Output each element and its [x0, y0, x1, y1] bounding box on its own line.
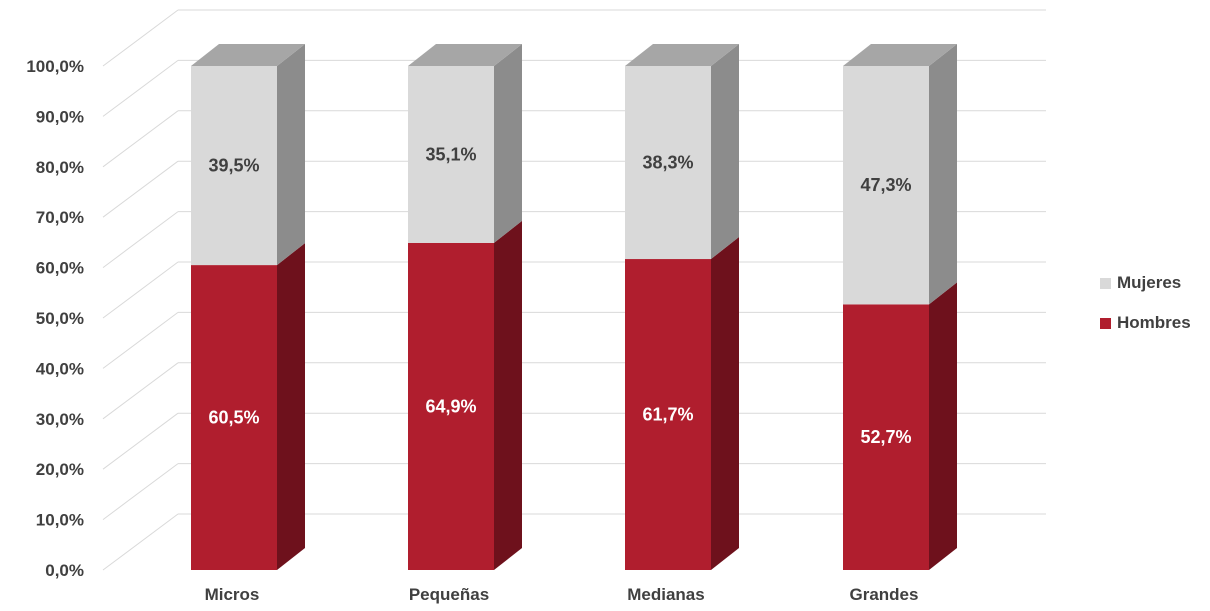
data-label-hombres-1: 60,5% [208, 408, 259, 428]
bar-hombres-4 [843, 304, 929, 570]
bar-top-1 [191, 44, 305, 66]
y-tick-label: 80,0% [36, 158, 84, 177]
gridline-diagonal [102, 9, 179, 67]
gridline-diagonal [102, 110, 179, 168]
legend-item-mujeres: Mujeres [1100, 272, 1191, 294]
legend-label-hombres: Hombres [1117, 313, 1191, 332]
gridline-diagonal [102, 211, 179, 269]
data-label-mujeres-3: 38,3% [642, 153, 693, 173]
bar-hombres-2 [408, 242, 494, 571]
data-label-hombres-3: 61,7% [642, 405, 693, 425]
data-label-hombres-4: 52,7% [860, 427, 911, 447]
bar-mujeres-side-3 [711, 44, 739, 260]
bar-mujeres-side-1 [277, 44, 305, 266]
bar-hombres-3 [625, 259, 711, 570]
bar-top-2 [408, 44, 522, 66]
y-tick-label: 100,0% [26, 57, 84, 76]
data-label-mujeres-4: 47,3% [860, 175, 911, 195]
gridline-diagonal [102, 160, 179, 218]
bar-top-3 [625, 44, 739, 66]
legend-label-mujeres: Mujeres [1117, 273, 1182, 292]
x-tick-label-4: Grandes [850, 585, 919, 604]
bar-hombres-side-1 [277, 243, 305, 570]
bar-mujeres-3 [625, 66, 711, 260]
gridline-diagonal [102, 513, 179, 571]
y-tick-label: 60,0% [36, 259, 84, 278]
bar-mujeres-side-4 [929, 44, 957, 305]
bar-mujeres-2 [408, 66, 494, 243]
y-tick-label: 40,0% [36, 359, 84, 378]
data-label-hombres-2: 64,9% [425, 396, 476, 416]
chart-legend: Mujeres Hombres [1100, 272, 1191, 352]
x-tick-label-2: Pequeñas [409, 585, 489, 604]
y-tick-label: 50,0% [36, 309, 84, 328]
gridline-diagonal [102, 59, 179, 117]
bar-hombres-side-3 [711, 237, 739, 571]
gridline-diagonal [102, 311, 179, 369]
bar-hombres-side-4 [929, 282, 957, 570]
x-tick-label-3: Medianas [627, 585, 704, 604]
gridline-diagonal [102, 362, 179, 420]
y-tick-label: 20,0% [36, 460, 84, 479]
bar-mujeres-1 [191, 66, 277, 266]
data-label-mujeres-2: 35,1% [425, 144, 476, 164]
y-tick-label: 30,0% [36, 410, 84, 429]
legend-item-hombres: Hombres [1100, 312, 1191, 334]
gridline-diagonal [102, 412, 179, 470]
bar-hombres-1 [191, 265, 277, 570]
y-tick-label: 0,0% [45, 561, 84, 580]
y-tick-label: 70,0% [36, 208, 84, 227]
legend-swatch-hombres [1100, 317, 1111, 329]
bar-top-4 [843, 44, 957, 66]
x-tick-label-1: Micros [205, 585, 260, 604]
bar-mujeres-side-2 [494, 44, 522, 243]
y-tick-label: 10,0% [36, 511, 84, 530]
legend-swatch-mujeres [1100, 277, 1111, 289]
data-label-mujeres-1: 39,5% [208, 156, 259, 176]
bar-hombres-side-2 [494, 220, 522, 571]
gridline-diagonal [102, 463, 179, 521]
bar-mujeres-4 [843, 66, 929, 305]
gridline-diagonal [102, 261, 179, 319]
y-tick-label: 90,0% [36, 107, 84, 126]
